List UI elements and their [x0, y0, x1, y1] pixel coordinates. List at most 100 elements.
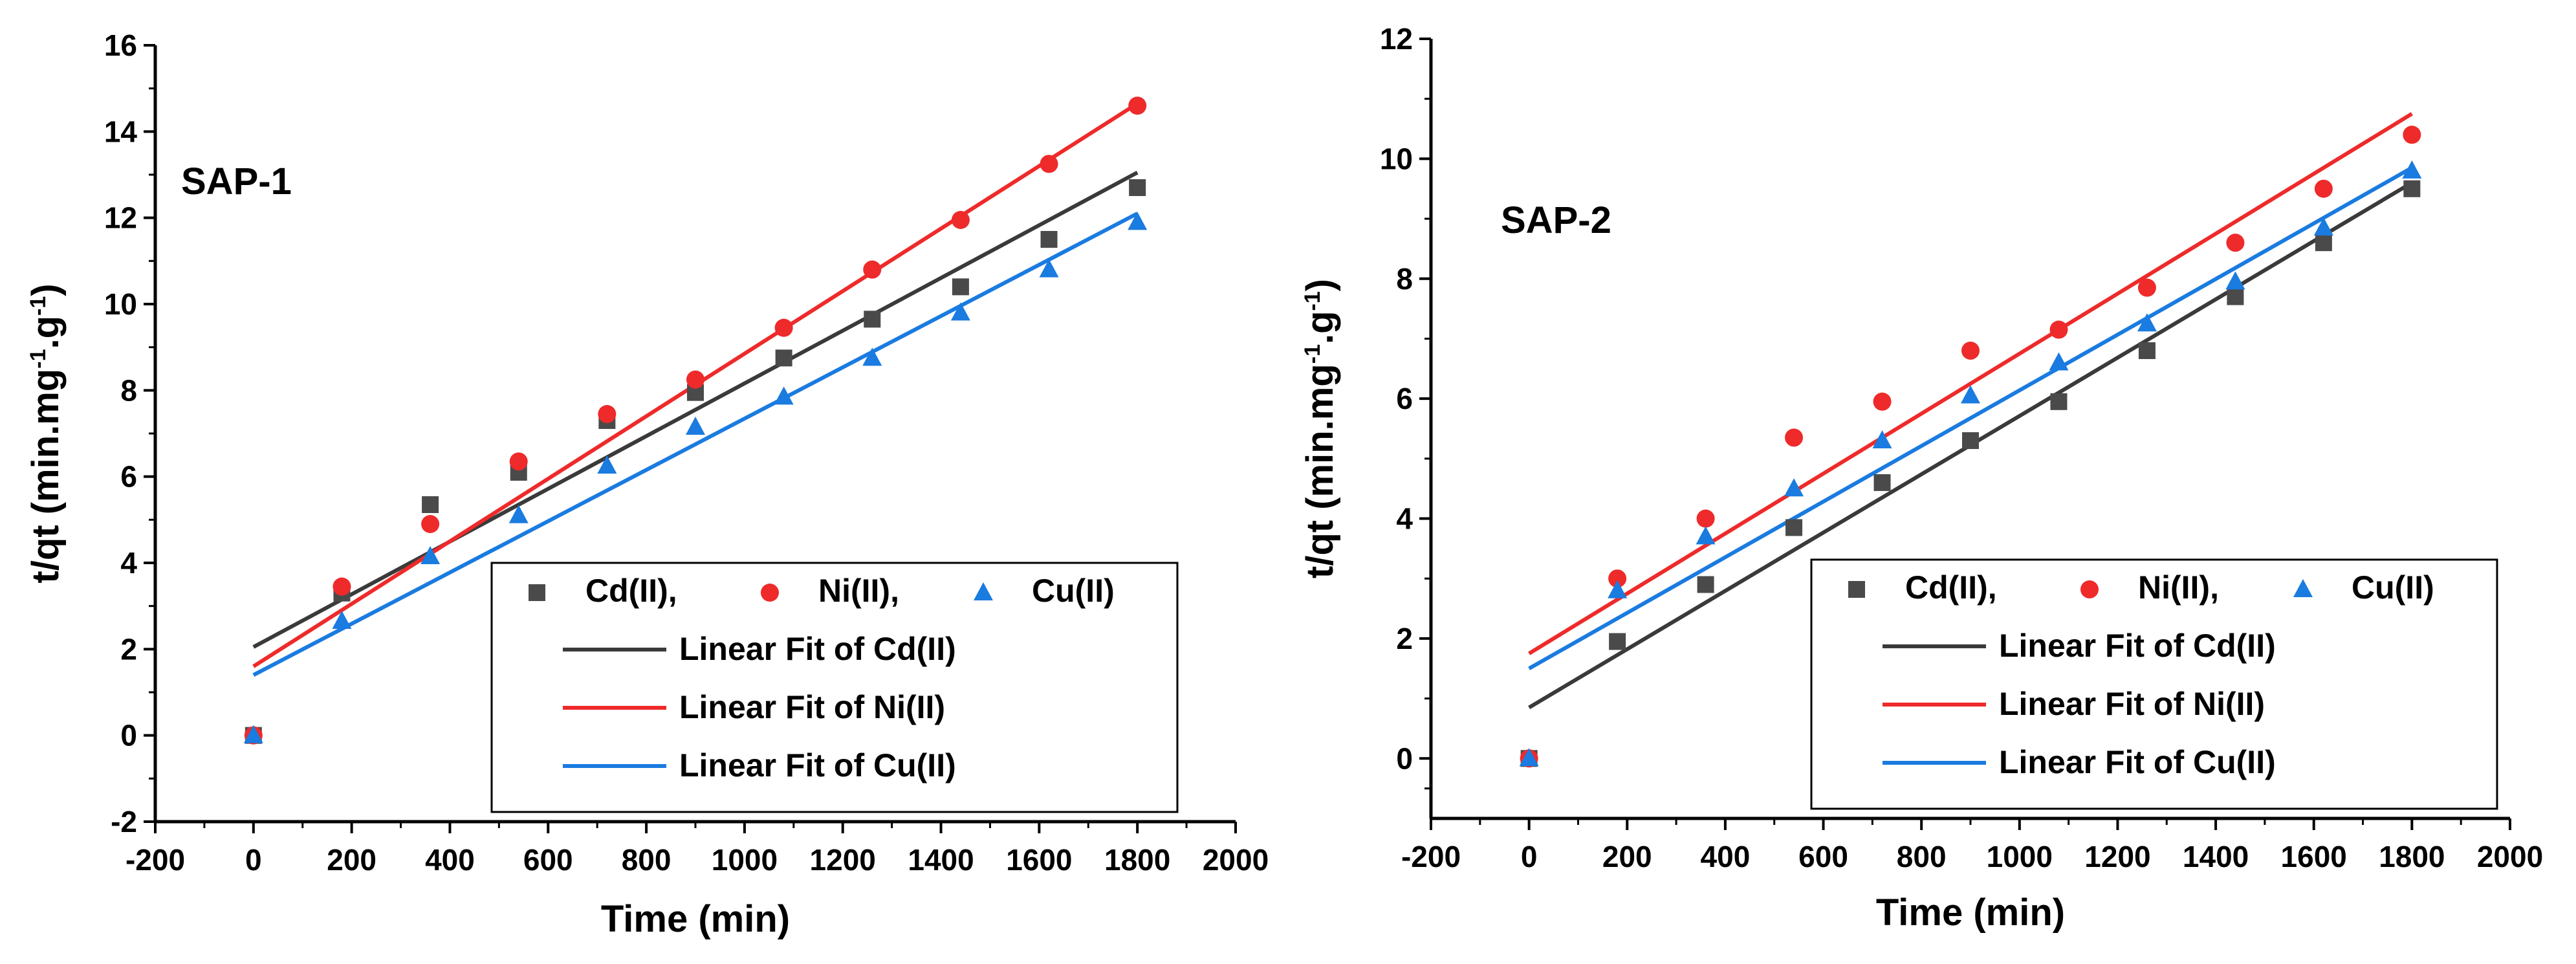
- x-tick-label: 400: [425, 843, 475, 877]
- data-point-triangle: [1128, 212, 1148, 230]
- y-tick-label: 10: [104, 287, 137, 321]
- fit-line-1: [252, 171, 1139, 649]
- chart-panel-1: -200 0 200 400 600 800 1000 1200 1400 1600 1800 200…: [25, 28, 1269, 940]
- data-point-circle: [863, 260, 882, 279]
- y-tick-label: -2: [111, 805, 137, 838]
- x-tick-label: 1600: [2281, 840, 2347, 873]
- x-tick-label: 1000: [1987, 840, 2053, 873]
- legend-label: Linear Fit of Cd(II): [679, 631, 956, 667]
- data-point-square: [1040, 231, 1058, 248]
- x-tick-label: 1200: [810, 843, 876, 877]
- data-point-circle: [1785, 428, 1804, 447]
- data-point-square: [2227, 288, 2244, 305]
- data-point-square: [1129, 179, 1146, 196]
- legend-label: Linear Fit of Ni(II): [1999, 686, 2265, 722]
- data-point-triangle: [1696, 526, 1716, 545]
- data-point-square: [2050, 393, 2068, 410]
- data-point-circle: [598, 405, 617, 423]
- x-tick-label: 800: [622, 843, 671, 877]
- panel-label: SAP-1: [181, 160, 292, 203]
- x-tick-label: 1800: [1104, 843, 1170, 877]
- data-point-square: [1962, 432, 1979, 450]
- y-tick-label: 6: [1396, 382, 1413, 415]
- legend-label: Ni(II),: [818, 573, 899, 609]
- data-point-triangle: [774, 386, 794, 405]
- data-point-circle: [2314, 179, 2333, 198]
- x-tick-label: 400: [1701, 840, 1751, 873]
- legend-marker: [529, 584, 545, 601]
- data-point-circle: [1128, 96, 1147, 115]
- data-point-circle: [2403, 126, 2421, 144]
- y-tick-label: 0: [120, 719, 137, 752]
- data-point-circle: [1873, 392, 1892, 411]
- y-axis-title: t/qt (min.mg-1.g-1): [25, 283, 67, 583]
- data-point-circle: [1040, 155, 1058, 173]
- legend-marker: [974, 582, 993, 600]
- y-tick-label: 8: [120, 373, 137, 407]
- data-point-triangle: [243, 725, 263, 743]
- x-tick-label: 1800: [2379, 840, 2445, 873]
- legend-label: Cu(II): [1032, 573, 1115, 609]
- data-point-square: [2315, 234, 2332, 252]
- data-point-triangle: [2313, 217, 2333, 236]
- data-point-square: [1609, 633, 1626, 650]
- x-tick-label: 1600: [1006, 843, 1072, 877]
- chart-panel-2: -200 0 200 400 600 800 1000 1200 1400 1600 1800 200…: [1299, 22, 2543, 934]
- fit-line-2: [1528, 112, 2413, 655]
- data-point-circle: [2137, 278, 2156, 297]
- x-tick-label: 800: [1897, 840, 1947, 873]
- x-tick-label: 1000: [712, 843, 778, 877]
- x-tick-label: -200: [126, 843, 185, 877]
- legend-label: Linear Fit of Ni(II): [679, 689, 945, 725]
- data-point-square: [1785, 519, 1803, 536]
- y-axis-title: t/qt (min.mg-1.g-1): [1299, 279, 1341, 578]
- data-point-triangle: [2402, 160, 2422, 179]
- x-axis-title: Time (min): [601, 898, 790, 940]
- y-tick-label: 4: [120, 546, 137, 580]
- fit-line-3: [252, 212, 1139, 677]
- data-point-triangle: [2225, 271, 2245, 290]
- data-point-triangle: [950, 302, 970, 321]
- data-point-triangle: [1961, 385, 1980, 404]
- x-tick-label: 0: [245, 843, 262, 877]
- y-tick-label: 14: [104, 115, 138, 148]
- y-tick-label: 12: [1380, 22, 1413, 56]
- legend-label: Linear Fit of Cu(II): [679, 747, 956, 783]
- data-point-triangle: [1784, 478, 1804, 497]
- data-point-triangle: [597, 455, 617, 474]
- legend-label: Cu(II): [2352, 569, 2434, 606]
- data-point-triangle: [508, 505, 529, 523]
- fit-line-3: [1528, 166, 2413, 670]
- x-tick-label: 600: [1798, 840, 1848, 873]
- data-point-circle: [774, 318, 793, 337]
- data-point-square: [1873, 474, 1891, 491]
- data-point-triangle: [1519, 748, 1539, 767]
- data-point-triangle: [420, 546, 441, 564]
- legend-marker: [2293, 579, 2313, 597]
- data-point-circle: [509, 452, 528, 471]
- legend-marker: [761, 584, 779, 602]
- legend-label: Ni(II),: [2138, 569, 2219, 606]
- data-point-square: [2403, 180, 2421, 197]
- legend-label: Cd(II),: [585, 573, 677, 609]
- y-tick-label: 4: [1396, 502, 1413, 536]
- legend-marker: [1848, 581, 1865, 598]
- x-tick-label: 200: [327, 843, 377, 877]
- x-tick-label: 2000: [2477, 840, 2543, 873]
- data-point-square: [1697, 576, 1714, 593]
- legend-label: Linear Fit of Cd(II): [1999, 628, 2276, 664]
- data-point-triangle: [2049, 352, 2069, 371]
- panel-label: SAP-2: [1501, 199, 1611, 241]
- x-tick-label: 2000: [1203, 843, 1269, 877]
- y-tick-label: 0: [1396, 741, 1413, 775]
- legend-marker: [2080, 580, 2099, 598]
- legend: Cd(II), Ni(II), Cu(II) Linear Fit of Cd(II)…: [490, 562, 1179, 813]
- data-point-circle: [2049, 320, 2068, 339]
- x-tick-label: 600: [523, 843, 573, 877]
- y-tick-label: 10: [1380, 142, 1413, 175]
- data-point-triangle: [686, 417, 705, 435]
- x-tick-label: 200: [1602, 840, 1652, 873]
- y-tick-label: 2: [120, 632, 137, 666]
- data-point-circle: [2226, 234, 2245, 252]
